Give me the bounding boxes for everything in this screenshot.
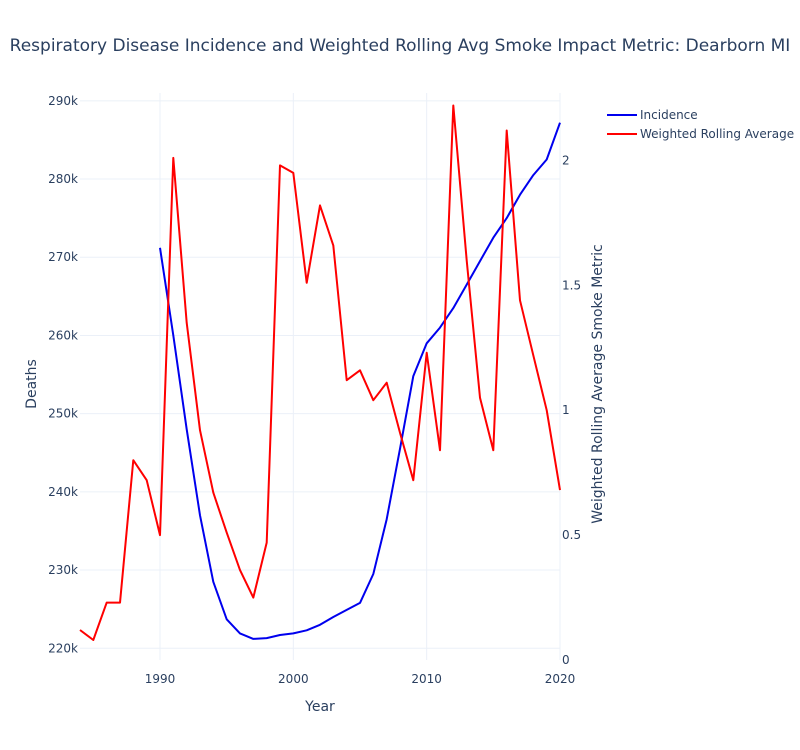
y-tick-label: 260k	[48, 328, 78, 342]
y2-tick-label: 1	[562, 403, 570, 417]
x-tick-label: 2020	[545, 672, 576, 686]
y2-tick-label: 2	[562, 153, 570, 167]
y-tick-label: 290k	[48, 94, 78, 108]
grid-layer	[80, 93, 561, 660]
y2-tick-label: 0	[562, 653, 570, 667]
y-axis-title: Deaths	[24, 359, 40, 409]
series-line-weighted-rolling-average	[79, 104, 561, 641]
y2-axis-title: Weighted Rolling Average Smoke Metric	[590, 244, 606, 524]
y-tick-label: 270k	[48, 250, 78, 264]
series-layer	[79, 104, 561, 641]
x-tick-label: 2000	[278, 672, 309, 686]
y2-tick-label: 0.5	[562, 528, 581, 542]
y-axis-ticks: 220k 230k 240k 250k 260k 270k 280k 290k	[48, 94, 78, 655]
chart-legend[interactable]: Incidence Weighted Rolling Average	[607, 108, 794, 141]
y-tick-label: 220k	[48, 641, 78, 655]
x-axis-ticks: 1990 2000 2010 2020	[145, 672, 576, 686]
x-axis-title: Year	[304, 699, 335, 715]
y-tick-label: 280k	[48, 172, 78, 186]
legend-item-weighted-rolling-average[interactable]: Weighted Rolling Average	[607, 127, 794, 141]
series-line-incidence	[159, 122, 561, 640]
y-tick-label: 250k	[48, 407, 78, 421]
x-tick-label: 2010	[411, 672, 442, 686]
legend-label-incidence: Incidence	[640, 108, 698, 122]
y-tick-label: 240k	[48, 485, 78, 499]
y2-axis-ticks: 0 0.5 1 1.5 2	[562, 153, 581, 667]
legend-item-incidence[interactable]: Incidence	[607, 108, 698, 122]
x-tick-label: 1990	[145, 672, 176, 686]
legend-label-weighted-rolling-average: Weighted Rolling Average	[640, 127, 794, 141]
y2-tick-label: 1.5	[562, 278, 581, 292]
chart-title: Respiratory Disease Incidence and Weight…	[10, 36, 791, 56]
y-tick-label: 230k	[48, 563, 78, 577]
